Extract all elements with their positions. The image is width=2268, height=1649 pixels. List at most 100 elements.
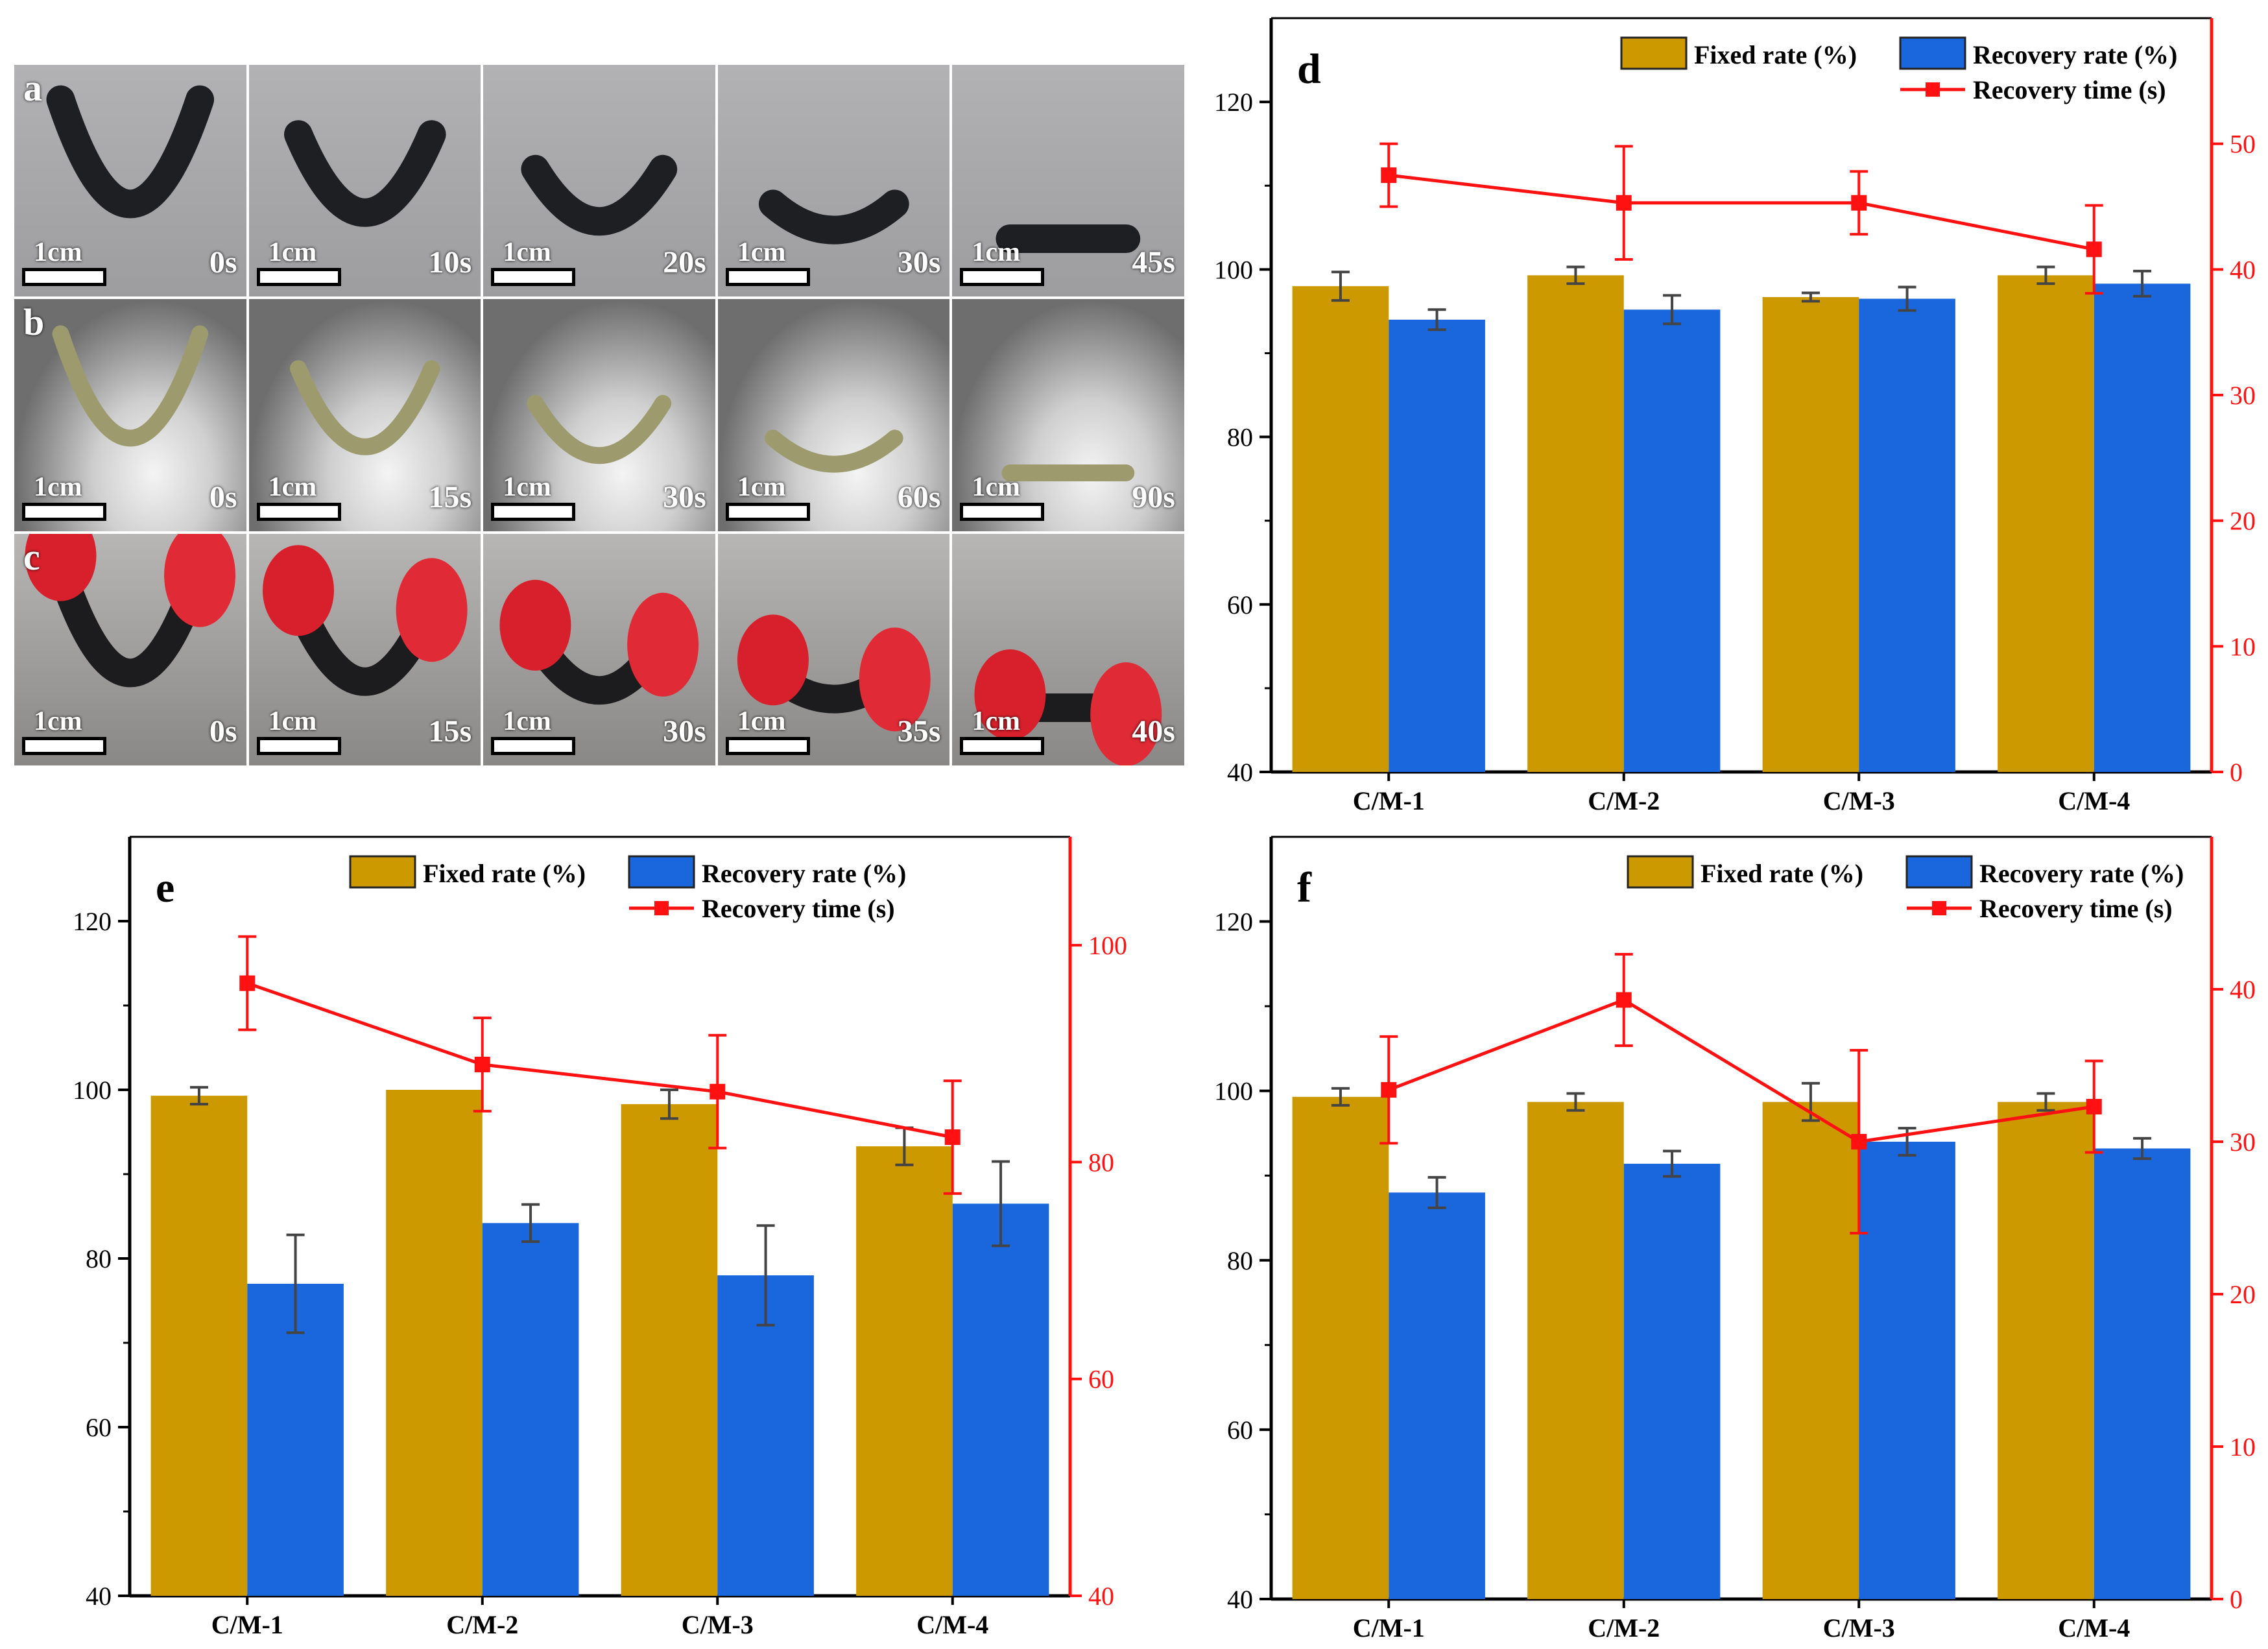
chart-e: 40 60 80 100 120 40 60 80 100 C/M-1 C/M-2 C/M-3 C/M-… (73, 836, 1127, 1639)
x-tick-label: C/M-1 (1353, 1613, 1425, 1643)
x-tick-label: C/M-4 (2058, 1613, 2130, 1643)
scale-label: 1cm (972, 237, 1021, 268)
legend-swatch-recovery (1905, 855, 1973, 889)
recovery-time-point (2086, 1098, 2102, 1114)
x-tick-label: C/M-4 (916, 1610, 988, 1639)
y-tick-label: 120 (1214, 908, 1253, 937)
x-tick-label: C/M-2 (1588, 1613, 1660, 1643)
bar-recovery-rate (1389, 1192, 1485, 1599)
sample-shape (974, 649, 1162, 765)
sample-shape (46, 85, 215, 219)
scale-bar (256, 268, 341, 287)
legend-label-recovery: Recovery rate (%) (702, 859, 906, 888)
scale-bar (725, 268, 810, 287)
recovery-time-line (1388, 173, 2095, 251)
bar-recovery-rate (247, 1284, 344, 1596)
photo-grid: a 1cm 0s 1cm 10s 1cm 20s 1cm 30s 1cm 45s b 1cm 0s 1cm 1… (14, 65, 1187, 768)
y-tick-label: 100 (73, 1076, 112, 1105)
y-tick-label: 80 (1227, 1246, 1253, 1275)
clip-right (859, 627, 931, 732)
photo-a-5: 1cm 45s (952, 65, 1184, 297)
photo-b-2: 1cm 15s (248, 299, 481, 531)
scale-label: 1cm (268, 472, 317, 502)
y-tick-label: 60 (1227, 1415, 1253, 1445)
y2-tick-label: 0 (2230, 1585, 2243, 1614)
sample-shape (764, 429, 903, 473)
y-tick-label: 100 (1214, 1077, 1253, 1106)
recovery-time-point (239, 975, 256, 991)
legend-label-time: Recovery time (s) (1973, 75, 2166, 104)
legend-swatch-fixed (1627, 855, 1694, 889)
sample-shape (1001, 464, 1135, 482)
bar-recovery-rate (2094, 1148, 2191, 1599)
scale-label: 1cm (34, 472, 82, 502)
photo-b-3: 1cm 30s (483, 299, 715, 531)
photo-c-3: 1cm 30s (483, 533, 715, 765)
y-tick-label: 60 (86, 1413, 112, 1442)
scale-bar (491, 502, 576, 521)
chart-d: 40 60 80 100 120 0 10 20 30 40 50 C/M-1 C/M-2 C/M-3 C/… (1214, 17, 2256, 815)
panel-label-c: c (23, 535, 40, 578)
y2-tick-label: 60 (1088, 1365, 1114, 1394)
recovery-time-point (1616, 195, 1632, 211)
y-tick-label: 40 (86, 1582, 112, 1611)
panel-label-f: f (1297, 864, 1312, 911)
time-label: 20s (663, 245, 706, 280)
sample-shape (52, 325, 209, 447)
scale-label: 1cm (737, 472, 786, 502)
recovery-time-point (474, 1057, 490, 1072)
bar-fixed-rate (1527, 275, 1624, 773)
legend-swatch-fixed (349, 855, 416, 889)
recovery-time-line (1388, 998, 2095, 1144)
clip-right (396, 557, 468, 662)
recovery-time-point (1851, 195, 1867, 211)
sample-shape (283, 120, 446, 227)
sample-shape (262, 544, 468, 696)
y-tick-label: 120 (73, 907, 112, 936)
photo-a-3: 1cm 20s (483, 65, 715, 297)
time-label: 35s (897, 714, 941, 749)
time-label: 30s (897, 245, 941, 280)
scale-label: 1cm (503, 472, 551, 502)
x-tick-label: C/M-3 (1823, 1613, 1895, 1643)
y2-tick-label: 50 (2230, 130, 2256, 159)
time-label: 60s (897, 479, 941, 514)
clip-left (737, 614, 809, 706)
time-label: 10s (428, 245, 472, 280)
sample-shape (996, 224, 1141, 253)
bar-fixed-rate (150, 1096, 248, 1596)
y-tick-label: 80 (86, 1244, 112, 1273)
scale-bar (256, 502, 341, 521)
bar-recovery-rate (952, 1203, 1049, 1596)
clip-right (164, 533, 236, 627)
legend-swatch-recovery (1899, 36, 1966, 70)
y-tick-label: 60 (1227, 590, 1253, 620)
legend-marker-time (1926, 82, 1940, 97)
bar-fixed-rate (1998, 275, 2094, 773)
y-tick-label: 40 (1227, 1585, 1253, 1614)
scale-bar (22, 736, 106, 755)
scale-bar (725, 736, 810, 755)
legend-marker-time (654, 901, 669, 915)
time-label: 45s (1132, 245, 1175, 280)
time-label: 15s (428, 479, 472, 514)
scale-label: 1cm (268, 237, 317, 268)
sample-shape (758, 189, 909, 245)
photo-b-1: b 1cm 0s (14, 299, 246, 531)
legend-label-fixed: Fixed rate (%) (1701, 859, 1863, 888)
bar-fixed-rate (1292, 286, 1389, 773)
legend-label-fixed: Fixed rate (%) (1694, 40, 1857, 69)
bar-recovery-rate (1859, 1142, 1955, 1599)
bar-fixed-rate (1762, 1101, 1859, 1599)
time-label: 30s (663, 714, 706, 749)
legend-label-time: Recovery time (s) (702, 894, 895, 923)
scale-bar (22, 268, 106, 287)
photo-c-4: 1cm 35s (717, 533, 950, 765)
bar-recovery-rate (482, 1223, 579, 1596)
x-tick-label: C/M-1 (211, 1610, 283, 1639)
photo-b-5: 1cm 90s (952, 299, 1184, 531)
legend-swatch-fixed (1620, 36, 1688, 70)
scale-label: 1cm (737, 237, 786, 268)
x-tick-label: C/M-4 (2058, 786, 2130, 815)
scale-label: 1cm (34, 706, 82, 736)
